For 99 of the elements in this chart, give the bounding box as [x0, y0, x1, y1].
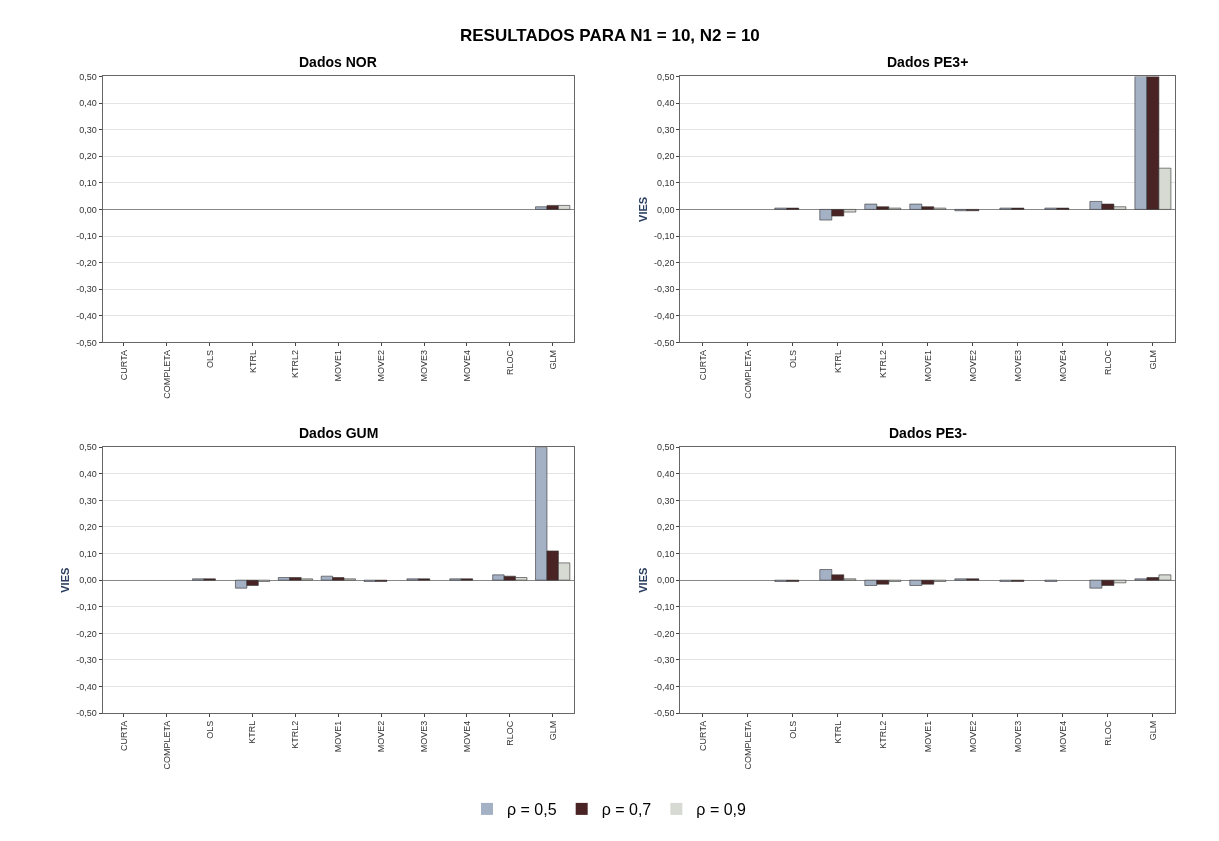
x-tick-label: COMPLETA: [161, 720, 172, 770]
x-tick-label: KTRL2: [290, 350, 301, 379]
x-tick-label: MOVE3: [419, 350, 429, 382]
chart-title: Dados GUM: [299, 425, 379, 441]
x-tick-label: RLOC: [504, 720, 515, 746]
y-tick-label: -0,20: [76, 628, 97, 639]
x-tick-label: MOVE4: [1057, 720, 1068, 753]
x-tick-label: MOVE2: [376, 350, 387, 382]
y-tick-label: 0,30: [79, 124, 97, 135]
x-tick-label: GLM: [1147, 350, 1158, 370]
x-tick-label: GLM: [547, 720, 558, 741]
x-tick-label: COMPLETA: [742, 720, 753, 770]
y-tick-label: -0,30: [653, 655, 675, 666]
x-tick-label: COMPLETA: [742, 350, 753, 399]
x-tick-label: MOVE4: [1057, 350, 1068, 382]
x-tick-label: OLS: [204, 720, 215, 739]
chart-title: Dados PE3-: [889, 425, 968, 441]
y-tick-label: 0,20: [79, 151, 97, 162]
y-tick-label: 0,00: [79, 204, 97, 215]
x-tick-label: KTRL: [832, 720, 843, 744]
y-tick-label: -0,50: [653, 337, 675, 348]
y-tick-label: 0,40: [656, 468, 675, 479]
x-tick-label: MOVE2: [376, 720, 387, 753]
y-tick-label: 0,20: [656, 522, 675, 533]
x-tick-label: MOVE1: [333, 350, 344, 382]
y-tick-label: -0,40: [76, 310, 97, 321]
y-tick-label: 0,00: [656, 204, 675, 215]
y-tick-label: 0,50: [79, 71, 97, 82]
x-tick-label: OLS: [204, 350, 215, 369]
x-tick-label: MOVE3: [1012, 350, 1023, 382]
x-tick-label: MOVE3: [1012, 720, 1023, 753]
text: RESULTADOS PARA N1 = 10, N2 = 10: [460, 26, 760, 45]
y-tick-label: -0,20: [653, 628, 675, 639]
y-tick-label: -0,10: [76, 231, 97, 242]
x-tick-label: MOVE1: [333, 720, 344, 753]
y-tick-label: 0,30: [656, 124, 675, 135]
chart-title: Dados NOR: [299, 54, 377, 70]
y-tick-label: 0,10: [656, 177, 675, 188]
x-tick-label: KTRL2: [877, 720, 888, 749]
legend-label: ρ = 0,5: [507, 801, 557, 819]
x-tick-label: KTRL: [832, 350, 843, 374]
x-tick-label: KTRL: [247, 350, 258, 374]
y-axis-title: VIES: [636, 567, 649, 593]
x-tick-label: MOVE2: [967, 350, 978, 382]
y-tick-label: -0,50: [76, 337, 97, 348]
y-tick-label: 0,00: [656, 575, 675, 586]
y-tick-label: -0,10: [76, 601, 97, 612]
x-tick-label: RLOC: [1102, 720, 1113, 746]
y-tick-label: 0,50: [656, 71, 675, 82]
y-tick-label: -0,50: [76, 708, 97, 719]
x-tick-label: RLOC: [1102, 349, 1113, 376]
y-tick-label: 0,50: [656, 442, 675, 453]
y-axis-title: VIES: [636, 196, 649, 222]
y-tick-label: -0,40: [653, 310, 675, 321]
x-tick-label: MOVE1: [922, 350, 933, 382]
y-tick-label: 0,30: [79, 495, 97, 506]
y-tick-label: 0,40: [656, 98, 675, 109]
x-tick-label: GLM: [547, 350, 558, 370]
y-tick-label: -0,10: [653, 601, 675, 612]
y-tick-label: 0,10: [79, 548, 97, 559]
y-tick-label: -0,20: [76, 257, 97, 268]
x-tick-label: MOVE4: [461, 350, 472, 382]
chart-title: Dados PE3+: [887, 54, 969, 70]
x-tick-label: MOVE3: [419, 720, 429, 753]
y-tick-label: 0,20: [656, 151, 675, 162]
x-tick-label: RLOC: [504, 349, 515, 376]
x-tick-label: GLM: [1147, 720, 1158, 741]
y-tick-label: -0,30: [76, 284, 97, 295]
y-tick-label: 0,10: [79, 177, 97, 188]
x-tick-label: CURTA: [697, 350, 708, 381]
y-tick-label: -0,30: [76, 655, 97, 666]
y-tick-label: 0,20: [79, 522, 97, 533]
y-tick-label: 0,40: [79, 98, 97, 109]
x-tick-label: COMPLETA: [161, 350, 172, 399]
x-tick-label: CURTA: [118, 350, 129, 381]
y-tick-label: -0,30: [653, 284, 675, 295]
y-tick-label: 0,10: [656, 548, 675, 559]
x-tick-label: OLS: [787, 350, 798, 369]
x-tick-label: MOVE1: [922, 720, 933, 753]
y-tick-label: -0,50: [653, 708, 675, 719]
y-tick-label: 0,30: [656, 495, 675, 506]
x-tick-label: KTRL: [247, 720, 258, 744]
y-tick-label: 0,00: [79, 575, 97, 586]
y-tick-label: 0,50: [79, 442, 97, 453]
x-tick-label: KTRL2: [290, 720, 301, 749]
x-tick-label: CURTA: [697, 720, 708, 751]
y-tick-label: -0,20: [653, 257, 675, 268]
x-tick-label: OLS: [787, 720, 798, 739]
y-axis-title: VIES: [58, 567, 71, 593]
x-tick-label: MOVE4: [461, 720, 472, 753]
y-tick-label: 0,40: [79, 468, 97, 479]
legend-label: ρ = 0,9: [696, 801, 747, 819]
x-tick-label: MOVE2: [967, 720, 978, 753]
y-tick-label: -0,10: [653, 231, 675, 242]
legend-label: ρ = 0,7: [601, 801, 652, 819]
x-tick-label: CURTA: [118, 720, 129, 751]
y-tick-label: -0,40: [76, 681, 97, 692]
y-tick-label: -0,40: [653, 681, 675, 692]
x-tick-label: KTRL2: [877, 350, 888, 379]
